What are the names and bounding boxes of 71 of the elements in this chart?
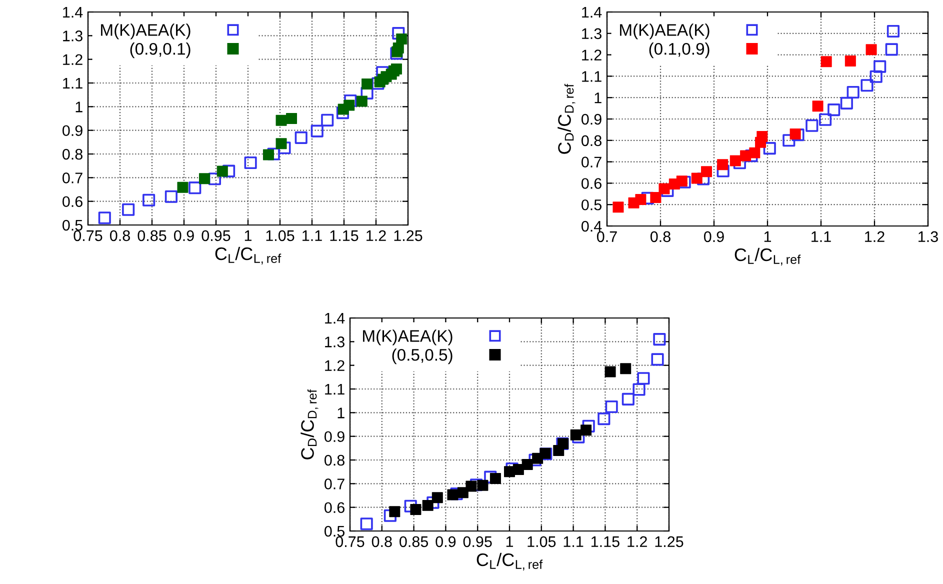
x-tick-label: 1.05: [528, 536, 556, 548]
x-tick-label: 1.15: [592, 536, 620, 548]
y-tick-label: 0.4: [582, 220, 602, 232]
x-tick-label: 1.1: [302, 230, 322, 241]
x-tick-label: 1.2: [366, 230, 386, 241]
y-tick-label: 0.9: [324, 431, 344, 442]
y-tick-label: 1.3: [325, 336, 344, 348]
x-tick-label: 0.8: [110, 230, 130, 242]
y-tick-label: 0.5: [324, 526, 344, 537]
y-tick-label: 1.4: [582, 7, 602, 18]
x-tick-label: 0.9: [174, 230, 194, 242]
y-tick-label: 1.3: [582, 28, 602, 40]
x-tick-label: 0.8: [372, 536, 392, 548]
x-axis-title: C$_{L}$/C$_{L,ref}$: [215, 246, 282, 264]
legend-label: (0.1,0.9): [649, 42, 710, 58]
x-axis-title: C$_{L}$/C$_{L,ref}$: [734, 248, 801, 266]
x-tick-label: 1.05: [266, 230, 294, 242]
legend-label: M(K)AEA(K): [363, 330, 452, 346]
y-tick-label: 1.1: [325, 384, 344, 395]
y-tick-label: 0.9: [582, 114, 602, 125]
y-axis-title: C$_{D}$/C$_{D,ref}$: [558, 84, 576, 154]
x-tick-label: 1.1: [564, 536, 584, 547]
x-tick-label: 0.85: [400, 536, 428, 548]
legend-label: (0.9,0.1): [130, 42, 190, 58]
y-tick-label: 1: [594, 92, 602, 104]
y-axis-title: C$_{D}$/C$_{D,ref}$: [300, 389, 318, 460]
y-tick-label: 0.5: [582, 199, 602, 210]
legend-label: M(K)AEA(K): [101, 24, 190, 40]
y-tick-label: 0.8: [582, 135, 602, 146]
x-axis-title: C$_{L}$/C$_{L,ref}$: [476, 552, 543, 570]
x-tick-label: 1: [506, 536, 514, 547]
x-tick-label: 1.15: [330, 230, 358, 242]
legend-label: M(K)AEA(K): [620, 24, 710, 40]
x-tick-label: 0.8: [650, 231, 670, 242]
x-tick-label: 0.75: [336, 536, 364, 548]
x-tick-label: 1.2: [865, 231, 884, 242]
x-tick-label: 1.2: [628, 536, 647, 547]
y-tick-label: 0.8: [324, 454, 344, 466]
y-tick-label: 1.1: [63, 78, 82, 89]
x-tick-label: 0.95: [463, 536, 492, 548]
y-tick-label: 1.4: [325, 313, 345, 324]
y-tick-label: 0.5: [62, 220, 82, 231]
y-tick-label: 0.7: [582, 156, 602, 168]
y-tick-label: 0.8: [62, 148, 82, 160]
x-tick-label: 1.1: [812, 231, 831, 242]
y-tick-label: 1: [76, 102, 82, 112]
y-tick-label: 1.2: [63, 54, 82, 65]
x-tick-label: 1: [244, 230, 252, 241]
y-tick-label: 0.7: [62, 172, 82, 184]
y-tick-label: 0.6: [62, 196, 82, 208]
x-tick-label: 0.85: [138, 230, 166, 242]
y-tick-label: 0.7: [324, 478, 344, 490]
x-tick-label: 1.3: [918, 231, 938, 242]
x-tick-label: 1.25: [394, 230, 422, 242]
y-tick-label: 0.6: [324, 502, 344, 514]
y-tick-label: 1.4: [63, 7, 83, 18]
y-tick-label: 1.3: [63, 30, 82, 42]
x-tick-label: 0.9: [436, 536, 456, 548]
legend-label: (0.5,0.5): [392, 348, 452, 364]
y-tick-label: 1.2: [325, 360, 344, 371]
y-tick-label: 1.1: [582, 71, 602, 82]
y-tick-label: 0.6: [582, 178, 602, 189]
x-tick-label: 0.7: [596, 231, 617, 242]
x-tick-label: 1.25: [655, 536, 684, 548]
x-tick-label: 0.95: [202, 230, 230, 242]
x-tick-label: 0.9: [704, 231, 724, 242]
x-tick-label: 0.75: [74, 230, 102, 242]
y-tick-label: 0.9: [62, 125, 82, 136]
x-tick-label: 1: [764, 231, 772, 242]
y-tick-label: 1: [338, 408, 344, 418]
y-tick-label: 1.2: [582, 50, 602, 60]
